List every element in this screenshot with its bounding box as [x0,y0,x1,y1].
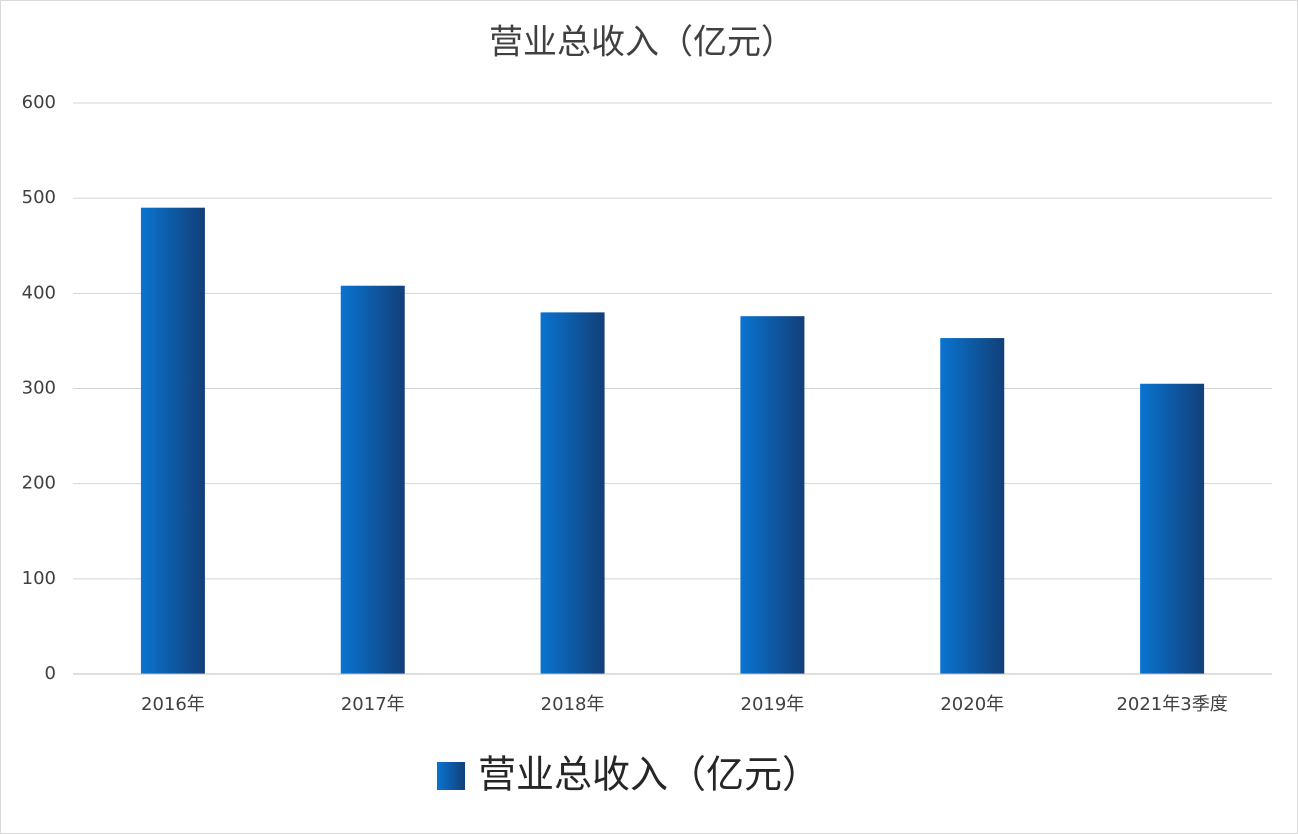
y-tick-label: 400 [22,282,56,303]
bar [540,312,605,674]
legend-label: 营业总收入（亿元） [478,753,820,797]
legend-swatch [437,762,465,790]
y-tick-label: 0 [45,663,56,684]
bar [940,338,1005,674]
bar [740,316,805,674]
y-tick-label: 300 [22,378,56,399]
x-tick-label: 2020年 [940,694,1004,715]
y-tick-label: 100 [22,568,56,589]
x-tick-label: 2017年 [341,694,405,715]
y-tick-label: 600 [22,92,56,113]
x-tick-label: 2019年 [741,694,805,715]
x-tick-label: 2018年 [541,694,605,715]
chart-title: 营业总收入（亿元） [489,23,795,63]
bar [140,207,205,674]
x-tick-label: 2016年 [141,694,205,715]
y-tick-label: 500 [22,187,56,208]
bar [1140,383,1205,674]
bar [340,285,405,674]
x-tick-label: 2021年3季度 [1116,694,1227,715]
y-tick-label: 200 [22,473,56,494]
